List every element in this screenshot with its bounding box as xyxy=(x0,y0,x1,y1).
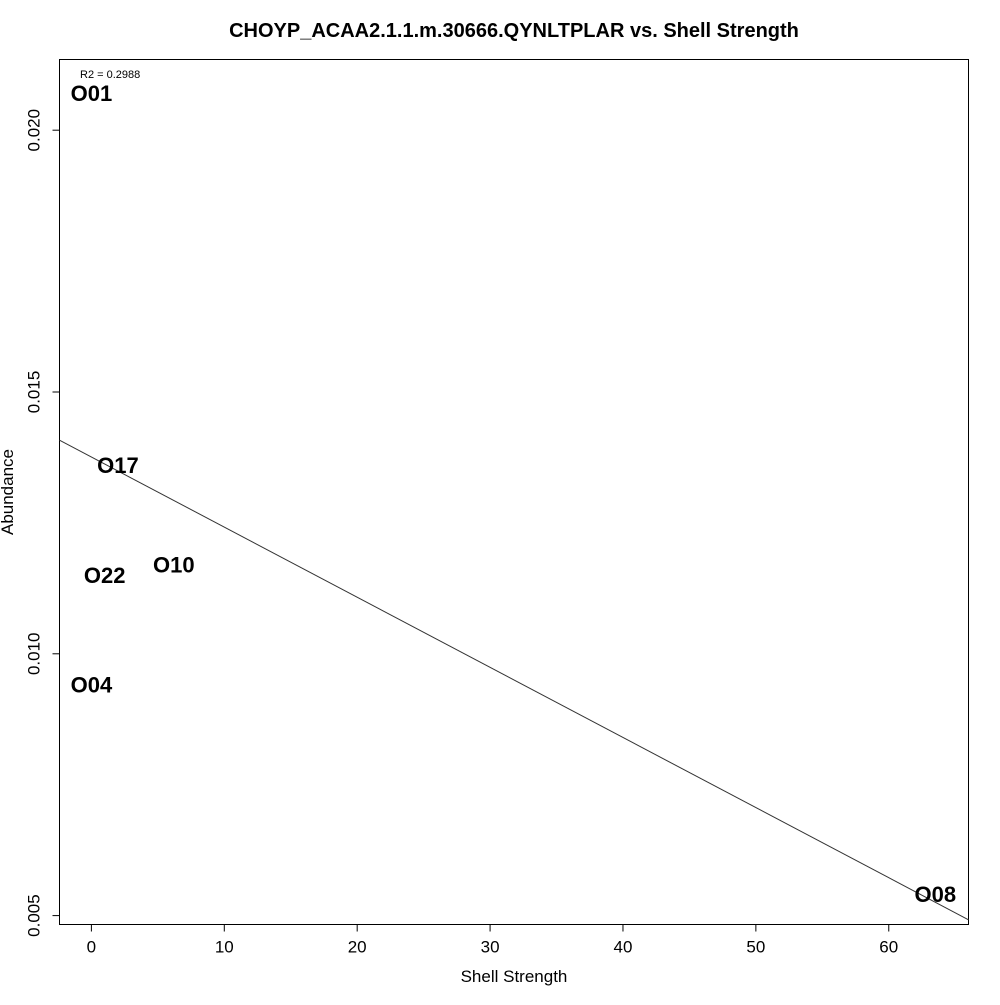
y-tick-label: 0.015 xyxy=(25,371,44,414)
point-label-o10: O10 xyxy=(153,552,195,577)
point-label-o17: O17 xyxy=(97,453,139,478)
points-layer: O01 O17 O22 O10 O04 O08 xyxy=(71,81,956,907)
regression-line xyxy=(59,439,969,921)
x-tick-label: 20 xyxy=(348,938,367,957)
plot-frame xyxy=(59,59,969,925)
point-label-o22: O22 xyxy=(84,563,126,588)
x-tick-label: 40 xyxy=(614,938,633,957)
regression-layer xyxy=(59,439,969,921)
x-axis-label: Shell Strength xyxy=(461,967,568,986)
r2-annotation: R2 = 0.2988 xyxy=(80,69,140,81)
x-axis: 0 10 20 30 40 50 60 xyxy=(87,924,898,957)
point-label-o04: O04 xyxy=(71,673,113,698)
x-tick-label: 60 xyxy=(879,938,898,957)
point-label-o08: O08 xyxy=(914,882,956,907)
y-axis-label: Abundance xyxy=(0,449,17,535)
point-label-o01: O01 xyxy=(71,81,113,106)
x-tick-label: 50 xyxy=(746,938,765,957)
y-tick-label: 0.010 xyxy=(25,633,44,676)
x-tick-label: 0 xyxy=(87,938,96,957)
y-tick-label: 0.005 xyxy=(25,894,44,937)
x-tick-label: 30 xyxy=(481,938,500,957)
chart-title: CHOYP_ACAA2.1.1.m.30666.QYNLTPLAR vs. Sh… xyxy=(229,20,799,42)
y-axis: 0.005 0.010 0.015 0.020 xyxy=(25,109,60,937)
y-tick-label: 0.020 xyxy=(25,109,44,152)
x-tick-label: 10 xyxy=(215,938,234,957)
